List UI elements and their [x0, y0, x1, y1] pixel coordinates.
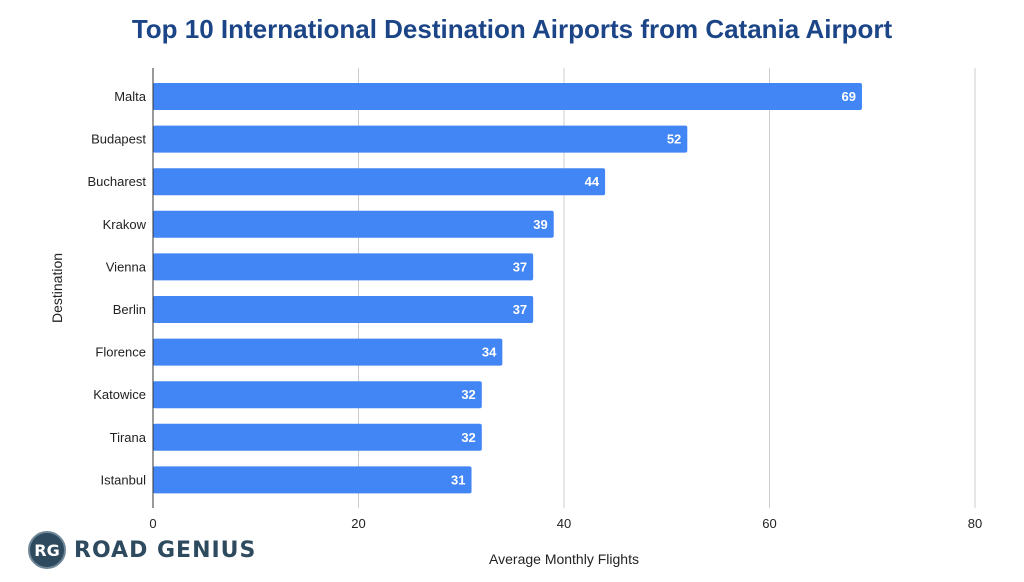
category-label: Malta — [114, 89, 147, 104]
bar — [153, 210, 554, 238]
bar-value-label: 34 — [482, 345, 497, 360]
bar — [153, 296, 534, 323]
x-tick-label: 80 — [968, 516, 982, 531]
bar-value-label: 39 — [533, 217, 547, 232]
bar-value-label: 37 — [513, 259, 527, 274]
category-label: Berlin — [113, 302, 146, 317]
x-tick-label: 40 — [557, 516, 571, 531]
bars: 69 52 44 39 37 37 34 32 32 31 — [153, 83, 862, 494]
category-label: Bucharest — [87, 174, 146, 189]
chart-title: Top 10 International Destination Airport… — [131, 14, 893, 44]
bar-value-label: 44 — [585, 174, 600, 189]
x-axis-ticks: 0 20 40 60 80 — [149, 516, 982, 531]
category-label: Krakow — [103, 217, 147, 232]
x-tick-label: 60 — [762, 516, 776, 531]
category-label: Istanbul — [100, 472, 146, 487]
bar — [153, 83, 862, 110]
bar — [153, 423, 482, 451]
bar — [153, 168, 606, 196]
category-label: Tirana — [110, 430, 147, 445]
bar-value-label: 37 — [513, 302, 527, 317]
bar — [153, 381, 482, 409]
bar — [153, 466, 472, 494]
x-tick-label: 20 — [351, 516, 365, 531]
category-labels: Malta Budapest Bucharest Krakow Vienna Berlin… — [87, 89, 146, 487]
bar-value-label: 52 — [667, 132, 681, 147]
x-axis-title: Average Monthly Flights — [489, 551, 639, 567]
logo-badge: RG — [28, 531, 66, 569]
road-genius-logo: RG ROAD GENIUS — [28, 530, 256, 570]
category-label: Katowice — [93, 387, 146, 402]
bar-value-label: 32 — [461, 430, 475, 445]
x-tick-label: 0 — [149, 516, 156, 531]
bar-value-label: 69 — [842, 89, 856, 104]
y-axis-title: Destination — [49, 253, 65, 323]
logo-wordmark: ROAD GENIUS — [74, 537, 257, 563]
category-label: Vienna — [106, 259, 147, 274]
bar — [153, 253, 534, 281]
bar — [153, 125, 688, 153]
bar — [153, 338, 503, 366]
bar-value-label: 32 — [461, 387, 475, 402]
category-label: Florence — [95, 345, 146, 360]
category-label: Budapest — [91, 132, 146, 147]
bar-value-label: 31 — [451, 472, 465, 487]
